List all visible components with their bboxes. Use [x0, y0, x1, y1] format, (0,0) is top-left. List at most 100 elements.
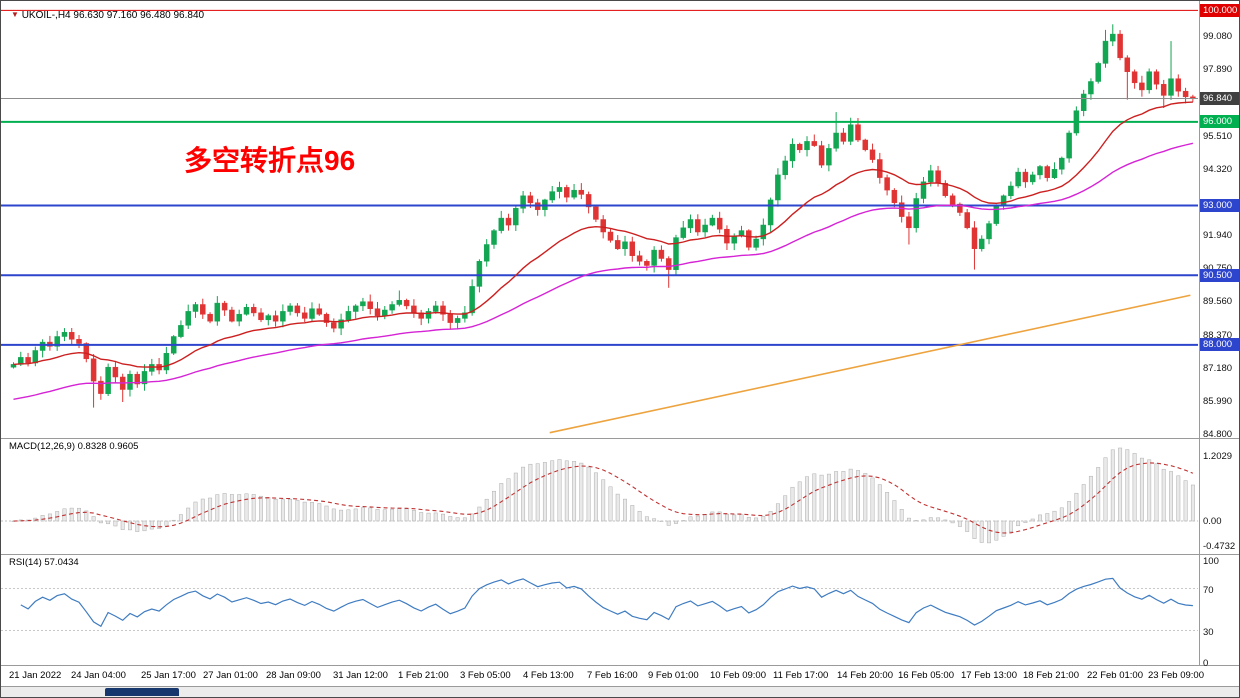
candle — [578, 183, 585, 200]
candle — [1066, 130, 1072, 163]
candle — [614, 235, 621, 250]
rsi-indicator-label: RSI(14) 57.0434 — [9, 557, 79, 568]
price-badge-90.500: 90.500 — [1200, 269, 1239, 282]
arrow-down-icon: ▼ — [11, 10, 19, 19]
price-scale-label: 85.990 — [1203, 396, 1233, 407]
macd-scale-label: 0.00 — [1203, 516, 1222, 527]
candle — [593, 205, 599, 223]
time-axis-label: 11 Feb 17:00 — [773, 670, 829, 681]
candle — [1175, 74, 1182, 97]
candle — [236, 309, 242, 327]
candle — [1124, 55, 1131, 100]
time-axis-label: 21 Jan 2022 — [9, 670, 62, 681]
candles-layer — [10, 24, 1196, 408]
bottom-tab-bar — [1, 686, 1239, 697]
candle — [789, 138, 796, 168]
candle — [964, 209, 970, 230]
candle — [432, 301, 439, 314]
candle — [287, 303, 293, 316]
candle — [869, 143, 876, 163]
time-axis-label: 14 Feb 20:00 — [837, 670, 893, 681]
candle — [1102, 29, 1109, 68]
candle — [498, 210, 505, 234]
candle — [316, 303, 323, 316]
candle — [258, 308, 264, 323]
candle — [607, 228, 614, 243]
price-badge-96.000: 96.000 — [1200, 115, 1239, 128]
candle — [818, 140, 825, 168]
candle — [826, 143, 832, 172]
rsi-scale-label: 70 — [1203, 585, 1214, 596]
candle — [1168, 41, 1174, 100]
chart-tab[interactable] — [105, 688, 179, 696]
text-annotation[interactable]: 多空转折点96 — [184, 145, 356, 176]
candle — [913, 192, 919, 233]
candle — [367, 294, 373, 315]
candle — [673, 234, 679, 276]
candle — [76, 335, 82, 349]
candle — [658, 245, 665, 262]
candle — [483, 239, 490, 267]
symbol-ohlc-text: UKOIL-,H4 96.630 97.160 96.480 96.840 — [21, 10, 205, 21]
candle — [68, 328, 75, 344]
candle — [1160, 79, 1167, 108]
trend-line[interactable] — [549, 294, 1191, 434]
macd-histogram — [11, 447, 1195, 544]
candle — [775, 168, 781, 207]
time-axis-label: 24 Jan 04:00 — [71, 670, 126, 681]
price-scale-label: 99.080 — [1203, 31, 1233, 42]
candle — [309, 302, 315, 323]
candle — [804, 136, 810, 157]
candle — [1110, 24, 1116, 47]
candle — [571, 184, 577, 200]
candle — [1095, 61, 1101, 84]
candle — [505, 213, 512, 231]
candle — [119, 373, 126, 402]
ma-slow-line — [13, 142, 1194, 400]
price-scale-label: 91.940 — [1203, 230, 1233, 241]
candle — [469, 279, 475, 316]
candle — [1044, 164, 1051, 182]
candle — [331, 318, 337, 333]
candle — [549, 186, 555, 203]
price-badge-100.000: 100.000 — [1200, 4, 1239, 17]
candle — [440, 301, 446, 321]
candle — [47, 335, 53, 351]
time-axis-label: 4 Feb 13:00 — [523, 670, 574, 681]
time-axis-label: 1 Feb 21:00 — [398, 670, 449, 681]
candle — [1117, 30, 1123, 61]
candle — [1015, 167, 1021, 189]
candle — [636, 250, 643, 266]
time-axis-label: 9 Feb 01:00 — [648, 670, 699, 681]
candle — [141, 364, 148, 391]
candle — [382, 306, 388, 320]
time-axis-label: 31 Jan 12:00 — [333, 670, 388, 681]
candle — [454, 315, 461, 330]
time-axis-label: 28 Jan 09:00 — [266, 670, 321, 681]
candle — [214, 296, 221, 326]
price-badge-88.000: 88.000 — [1200, 338, 1239, 351]
symbol-ohlc-line: ▼ UKOIL-,H4 96.630 97.160 96.480 96.840 — [11, 10, 204, 21]
candle — [374, 302, 381, 321]
candle — [207, 312, 213, 324]
candle — [411, 299, 417, 318]
candle — [695, 214, 701, 236]
candle — [323, 312, 330, 327]
candle — [753, 235, 759, 251]
time-axis-label: 25 Jan 17:00 — [141, 670, 196, 681]
rsi-scale-label: 100 — [1203, 556, 1219, 567]
candle — [906, 211, 912, 245]
time-axis-label: 27 Jan 01:00 — [203, 670, 258, 681]
candle — [760, 218, 767, 246]
macd-signal-line — [13, 462, 1194, 534]
macd-scale-label: -0.4732 — [1203, 541, 1236, 552]
candle — [178, 320, 184, 339]
candle — [1029, 171, 1036, 185]
candle — [920, 177, 927, 204]
candle — [163, 346, 170, 375]
candle — [986, 220, 992, 245]
candle — [61, 328, 68, 342]
candle — [1080, 89, 1087, 117]
